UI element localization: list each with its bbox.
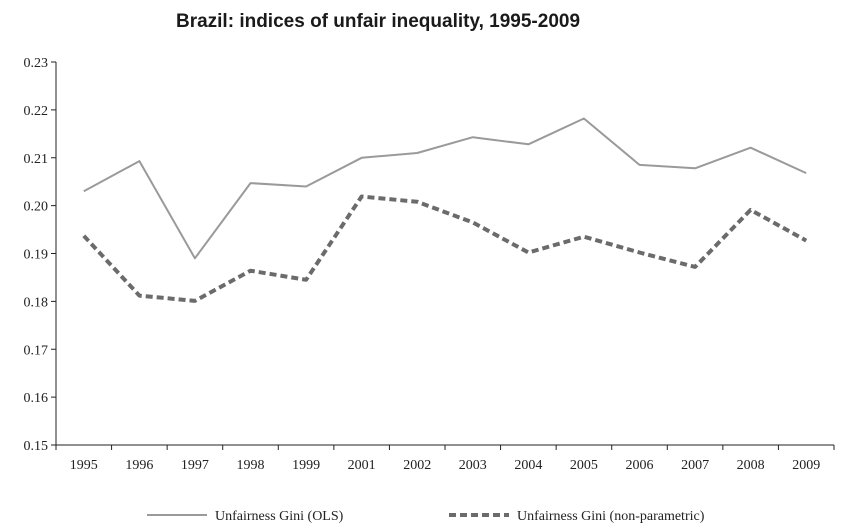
y-tick-label: 0.16 bbox=[24, 391, 49, 406]
series-line-non-parametric bbox=[82, 194, 808, 303]
x-tick-label: 2005 bbox=[570, 458, 598, 473]
series-lines bbox=[82, 117, 808, 303]
y-tick-label: 0.15 bbox=[24, 439, 49, 454]
legend-label-non-parametric: Unfairness Gini (non-parametric) bbox=[517, 509, 705, 523]
x-tick-label: 1995 bbox=[70, 458, 98, 473]
x-tick-label: 1999 bbox=[292, 458, 320, 473]
x-tick-label: 1998 bbox=[237, 458, 265, 473]
series-line-ols bbox=[83, 117, 807, 260]
chart-title: Brazil: indices of unfair inequality, 19… bbox=[176, 11, 580, 32]
x-tick-label: 2002 bbox=[403, 458, 431, 473]
tick-labels: 0.15 0.16 0.17 0.18 0.19 0.20 0.21 0.22 0.23 1995… bbox=[24, 56, 821, 473]
y-tick-label: 0.20 bbox=[24, 200, 49, 215]
x-tick-label: 2001 bbox=[348, 458, 376, 473]
y-tick-label: 0.23 bbox=[24, 56, 49, 71]
x-tick-label: 1997 bbox=[181, 458, 209, 473]
x-tick-label: 2003 bbox=[459, 458, 487, 473]
x-tick-label: 1996 bbox=[125, 458, 153, 473]
x-tick-label: 2004 bbox=[514, 458, 542, 473]
x-tick-label: 2009 bbox=[792, 458, 820, 473]
x-tick-label: 2008 bbox=[737, 458, 765, 473]
y-tick-label: 0.18 bbox=[24, 295, 49, 310]
y-tick-label: 0.19 bbox=[24, 248, 49, 263]
axes bbox=[51, 61, 835, 450]
legend: Unfairness Gini (OLS) Unfairness Gini (n… bbox=[147, 509, 705, 523]
x-tick-label: 2007 bbox=[681, 458, 709, 473]
y-tick-label: 0.22 bbox=[24, 104, 49, 119]
y-tick-label: 0.17 bbox=[24, 343, 49, 358]
legend-label-ols: Unfairness Gini (OLS) bbox=[215, 509, 344, 523]
x-tick-label: 2006 bbox=[626, 458, 654, 473]
y-tick-label: 0.21 bbox=[24, 152, 49, 167]
